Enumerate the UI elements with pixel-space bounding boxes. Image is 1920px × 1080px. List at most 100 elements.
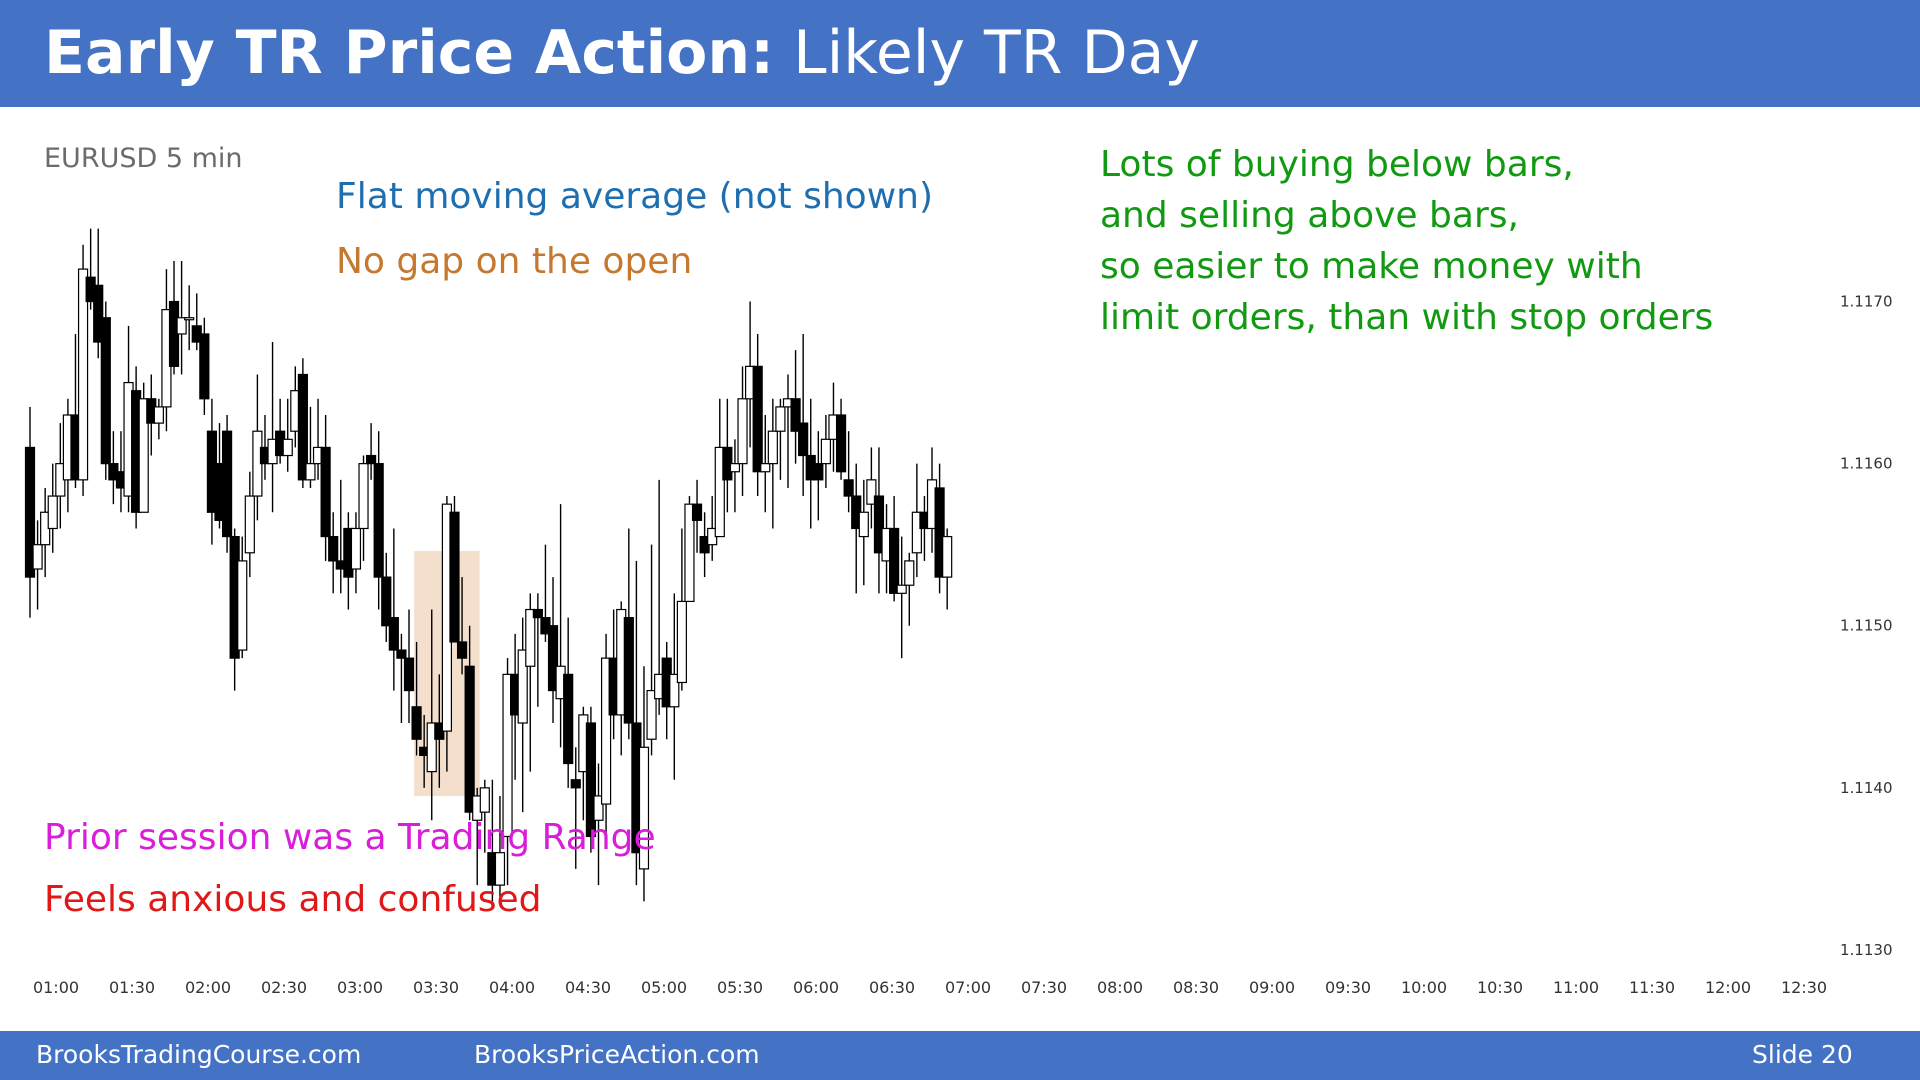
note-prior-session: Prior session was a Trading Range <box>44 817 656 858</box>
note-limit-line-2: and selling above bars, <box>1100 195 1519 236</box>
candle-body-bull <box>676 600 687 684</box>
candle <box>282 398 293 472</box>
x-tick-label: 09:00 <box>1249 978 1295 997</box>
candle-body-bull <box>767 430 778 465</box>
candle <box>889 496 900 602</box>
slide-title-rest: Likely TR Day <box>774 18 1200 88</box>
slide-number: Slide 20 <box>1752 1040 1853 1069</box>
y-tick-label: 1.1160 <box>1840 455 1893 473</box>
candle-body-bear <box>449 511 460 643</box>
candle <box>843 431 854 513</box>
candle-body-bear <box>798 422 809 457</box>
candle <box>646 544 657 756</box>
candle <box>47 463 58 553</box>
candle-body-bear <box>570 779 581 789</box>
candle-body-bull <box>593 795 604 821</box>
candle <box>366 423 377 480</box>
candle <box>593 763 604 886</box>
candle <box>676 528 687 691</box>
candle-body-bear <box>835 414 847 473</box>
candle <box>328 512 339 594</box>
candle-body-bull <box>176 317 187 335</box>
candle <box>24 406 36 618</box>
candle-body-bear <box>843 479 854 497</box>
candle-body-bull <box>646 689 657 740</box>
candle-body-bear <box>752 365 763 473</box>
candle-body-bear <box>388 617 399 651</box>
candle-body-bear <box>381 576 392 627</box>
candle-body-bull <box>77 268 89 481</box>
x-tick-label: 06:30 <box>869 978 915 997</box>
candle <box>358 455 369 561</box>
x-tick-label: 02:00 <box>185 978 231 997</box>
candle-body-bull <box>47 495 58 530</box>
x-tick-label: 08:00 <box>1097 978 1143 997</box>
candle-body-bear <box>221 430 233 538</box>
candle <box>563 617 574 788</box>
x-tick-label: 06:00 <box>793 978 839 997</box>
candle <box>494 795 506 902</box>
x-tick-label: 05:30 <box>717 978 763 997</box>
candle <box>547 577 559 723</box>
candle-body-bull <box>305 463 316 481</box>
candle <box>138 382 149 513</box>
candle <box>790 350 801 464</box>
candle <box>32 520 43 610</box>
candle <box>525 593 536 772</box>
candle <box>873 447 885 594</box>
candle-body-bull <box>282 438 293 457</box>
candle <box>426 609 437 821</box>
slide-title: Early TR Price Action: Likely TR Day <box>44 18 1200 88</box>
candle-body-bull <box>714 446 725 538</box>
y-tick-label: 1.1130 <box>1840 941 1893 959</box>
x-tick-label: 01:00 <box>33 978 79 997</box>
footer-link-price-action: BrooksPriceAction.com <box>474 1040 760 1069</box>
x-tick-label: 07:30 <box>1021 978 1067 997</box>
candle-body-bull <box>684 503 695 603</box>
instrument-label: EURUSD 5 min <box>44 143 243 174</box>
candle-body-bull <box>517 649 528 724</box>
candle-body-bear <box>320 446 331 538</box>
candle <box>153 398 164 440</box>
x-tick-label: 04:00 <box>489 978 535 997</box>
note-no-gap: No gap on the open <box>336 241 693 282</box>
y-axis: 1.1170 1.1160 1.1150 1.1140 1.1130 <box>1840 293 1893 959</box>
candle <box>396 633 407 723</box>
y-tick-label: 1.1150 <box>1840 617 1893 635</box>
candle-body-bull <box>426 722 437 773</box>
candle <box>184 285 195 351</box>
candle-body-bear <box>403 657 415 692</box>
candle-body-bear <box>24 446 36 578</box>
x-tick-label: 07:00 <box>945 978 991 997</box>
candle <box>729 439 741 513</box>
candle <box>942 528 953 610</box>
candle-body-bull <box>775 406 786 432</box>
candle <box>479 779 490 853</box>
candle-body-bull <box>237 560 248 651</box>
candle <box>934 463 945 594</box>
candle <box>449 496 460 643</box>
candle-body-bear <box>813 463 824 481</box>
candle-body-bull <box>760 463 771 473</box>
candle <box>221 415 233 553</box>
candle <box>502 658 513 886</box>
title-bar: Early TR Price Action: Likely TR Day <box>0 0 1920 107</box>
x-tick-label: 02:30 <box>261 978 307 997</box>
x-tick-label: 10:30 <box>1477 978 1523 997</box>
candle-body-bear <box>199 333 210 400</box>
candle <box>305 406 316 488</box>
candle-body-bull <box>820 438 832 465</box>
candle <box>77 244 89 497</box>
x-axis: 01:00 01:30 02:00 02:30 03:00 03:30 04:00 04:30… <box>33 978 1827 997</box>
candle-body-bear <box>464 665 475 813</box>
note-limit-line-3: so easier to make money with <box>1100 246 1643 287</box>
candle-body-bull <box>502 673 513 838</box>
candle-body-bear <box>585 722 597 838</box>
price-chart: 1.1170 1.1160 1.1150 1.1140 1.1130 01:00 01:3… <box>24 228 1893 997</box>
footer-link-trading-course: BrooksTradingCourse.com <box>36 1040 362 1069</box>
candle <box>456 577 468 675</box>
candle-body-bull <box>911 511 922 554</box>
candle-body-bull <box>669 673 680 708</box>
note-flat-moving-average: Flat moving average (not shown) <box>336 176 934 217</box>
note-limit-line-1: Lots of buying below bars, <box>1100 144 1574 185</box>
